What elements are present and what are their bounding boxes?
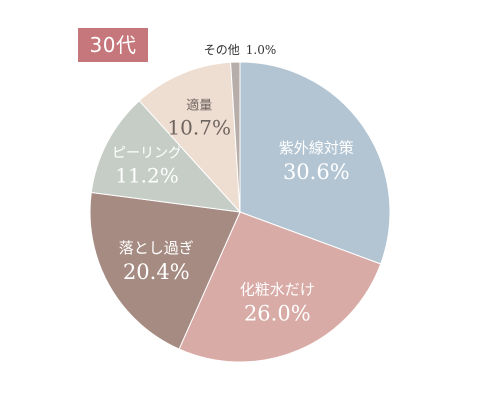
slice-1-percent: 30.6% [283,160,350,184]
slice-5 [138,61,241,214]
slice-3 [89,191,241,350]
slice-6-name: その他 [204,43,240,57]
slice-2-percent: 26.0% [244,301,311,325]
slice-2-name: 化粧水だけ [240,280,315,298]
slice-4-name: ピーリング [112,145,182,161]
slice-5-percent: 10.7% [167,115,231,139]
age-group-badge: 30代 [78,28,148,62]
slice-1-name: 紫外線対策 [279,139,354,157]
slice-4-percent: 11.2% [115,163,179,187]
slice-4 [90,100,242,213]
slice-6 [230,61,241,213]
slice-2 [178,211,382,363]
slice-6-percent: 1.0% [246,43,277,57]
slice-3-name: 落とし過ぎ [119,239,194,257]
slice-5-name: 適量 [186,97,212,113]
slice-6-label: その他 1.0% [204,43,277,57]
slice-1 [239,61,391,265]
slice-3-percent: 20.4% [123,260,190,284]
